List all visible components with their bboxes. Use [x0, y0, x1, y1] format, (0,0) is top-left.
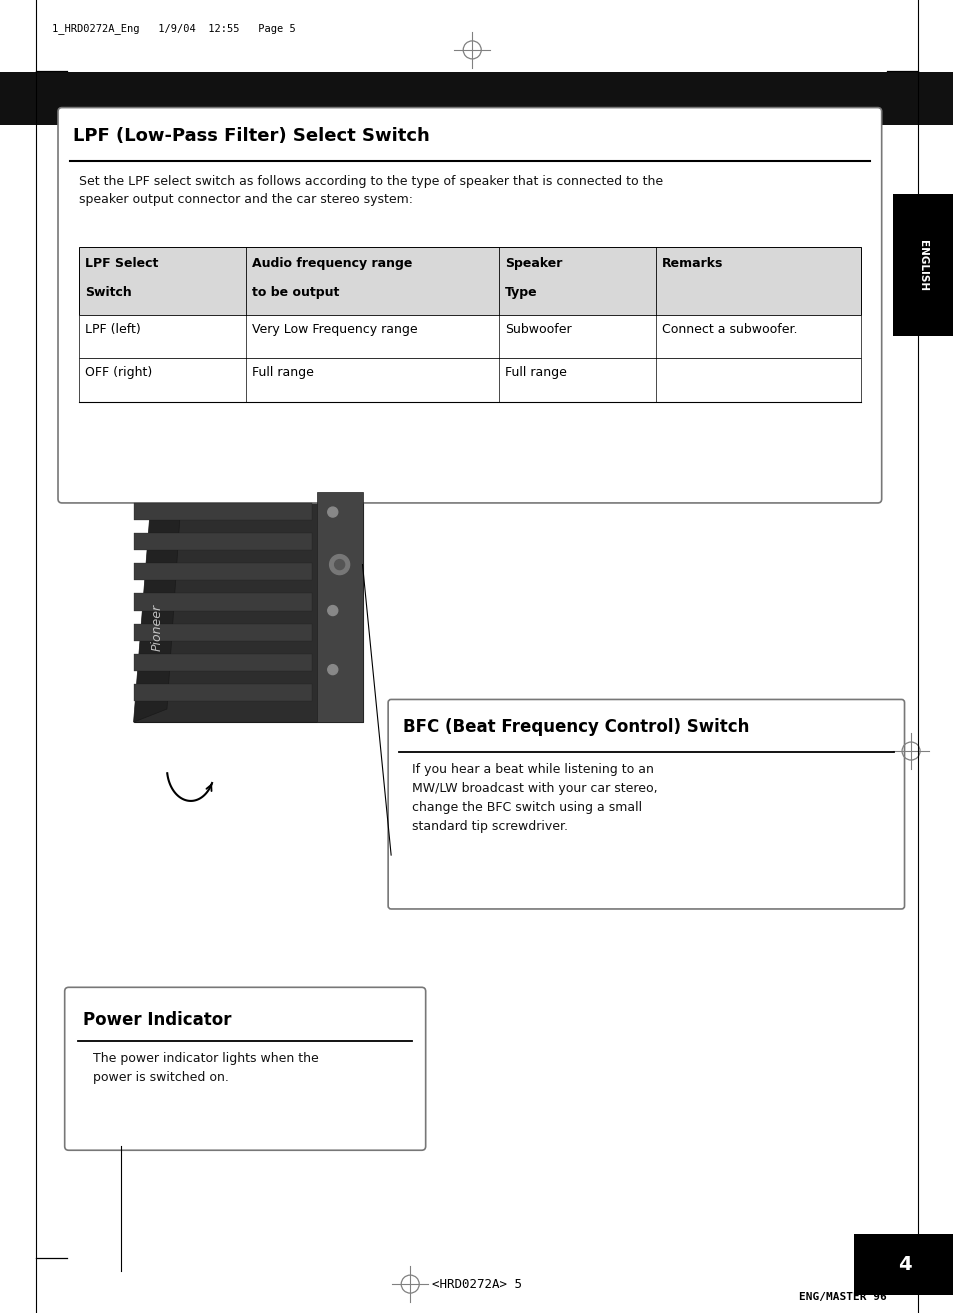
Circle shape [328, 507, 337, 517]
Bar [79, 358, 860, 402]
Text: LPF Select: LPF Select [85, 257, 158, 270]
Text: Remarks: Remarks [661, 257, 723, 270]
Polygon shape [133, 593, 312, 611]
Polygon shape [152, 427, 400, 479]
Text: Set the LPF select switch as follows according to the type of speaker that is co: Set the LPF select switch as follows acc… [79, 175, 662, 206]
Text: Very Low Frequency range: Very Low Frequency range [252, 323, 417, 336]
Text: to be output: to be output [252, 286, 339, 299]
Text: LPF (Low-Pass Filter) Select Switch: LPF (Low-Pass Filter) Select Switch [73, 127, 430, 146]
Circle shape [330, 554, 349, 575]
FancyBboxPatch shape [388, 700, 903, 909]
Text: ENG/MASTER 96: ENG/MASTER 96 [799, 1292, 886, 1302]
Text: Full range: Full range [252, 366, 314, 379]
Text: Audio frequency range: Audio frequency range [252, 257, 412, 270]
Bar [79, 315, 860, 358]
Text: 4: 4 [897, 1255, 910, 1274]
Circle shape [328, 664, 337, 675]
Text: If you hear a beat while listening to an
MW/LW broadcast with your car stereo,
c: If you hear a beat while listening to an… [412, 763, 657, 832]
Text: Pioneer: Pioneer [151, 604, 164, 650]
Bar [79, 247, 860, 315]
Polygon shape [133, 533, 312, 550]
Text: ENGLISH: ENGLISH [918, 240, 927, 290]
Bar [853, 1234, 953, 1295]
Text: OFF (right): OFF (right) [85, 366, 152, 379]
Polygon shape [133, 624, 312, 641]
Polygon shape [133, 503, 312, 520]
Text: BFC (Beat Frequency Control) Switch: BFC (Beat Frequency Control) Switch [402, 718, 748, 737]
Circle shape [335, 559, 344, 570]
Bar [892, 194, 953, 336]
Polygon shape [316, 492, 362, 722]
Text: <HRD0272A> 5: <HRD0272A> 5 [432, 1278, 521, 1291]
Text: Connect a subwoofer.: Connect a subwoofer. [661, 323, 797, 336]
Text: Type: Type [504, 286, 537, 299]
Text: Full range: Full range [504, 366, 566, 379]
Bar [0, 72, 953, 125]
Text: Switch: Switch [85, 286, 132, 299]
Text: Subwoofer: Subwoofer [504, 323, 571, 336]
Text: Power Indicator: Power Indicator [83, 1011, 232, 1029]
Polygon shape [133, 479, 362, 722]
Text: Speaker: Speaker [504, 257, 561, 270]
Text: The power indicator lights when the
power is switched on.: The power indicator lights when the powe… [92, 1052, 318, 1083]
Text: LPF (left): LPF (left) [85, 323, 141, 336]
Circle shape [328, 605, 337, 616]
FancyBboxPatch shape [65, 987, 425, 1150]
Text: 1_HRD0272A_Eng   1/9/04  12:55   Page 5: 1_HRD0272A_Eng 1/9/04 12:55 Page 5 [52, 24, 296, 34]
Polygon shape [133, 427, 186, 722]
Polygon shape [133, 563, 312, 580]
Polygon shape [133, 654, 312, 671]
Polygon shape [133, 684, 312, 701]
FancyBboxPatch shape [58, 108, 881, 503]
